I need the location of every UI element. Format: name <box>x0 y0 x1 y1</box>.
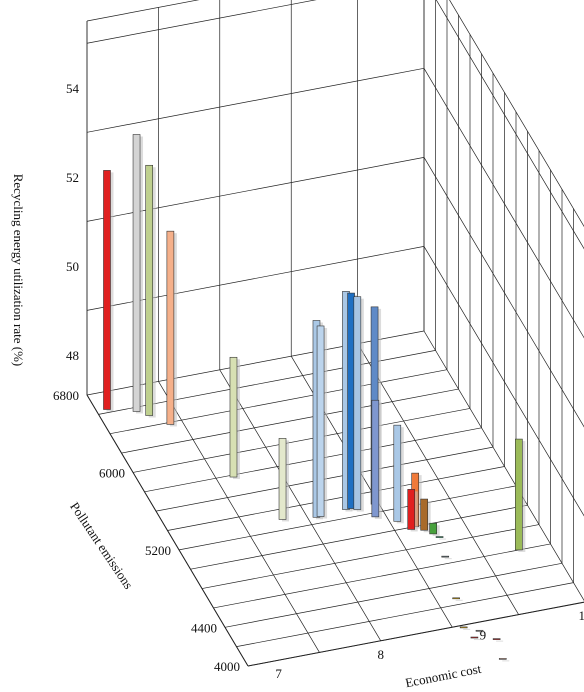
gridline <box>449 0 584 228</box>
bar <box>475 629 484 632</box>
bar <box>515 438 523 551</box>
gridline <box>224 562 563 628</box>
x-tick-label: 10 <box>579 608 584 623</box>
bar <box>145 164 153 416</box>
bar <box>353 296 362 510</box>
y-tick-label: 6000 <box>99 465 125 480</box>
y-tick-label: 4400 <box>191 620 217 635</box>
gridline <box>86 330 425 396</box>
gridline <box>121 388 459 454</box>
z-tick-label: 52 <box>66 170 79 185</box>
bar-shadow <box>439 538 447 540</box>
bar <box>371 399 380 518</box>
bar <box>278 438 287 520</box>
bar <box>429 522 437 535</box>
bar <box>229 356 238 478</box>
gridline <box>213 543 551 609</box>
y-axis-title: Pollutant emissions <box>67 499 136 592</box>
gridline <box>423 157 584 428</box>
gridline <box>423 68 584 339</box>
bar <box>435 536 444 538</box>
gridline <box>236 582 574 647</box>
bar-shadow <box>473 639 481 641</box>
bar <box>316 325 325 517</box>
y-tick-label: 4000 <box>214 659 240 674</box>
gridline <box>86 246 425 311</box>
bar-shadow <box>444 558 452 560</box>
gridline <box>423 330 584 602</box>
bar-series <box>103 134 526 662</box>
bar-shadow <box>502 660 510 662</box>
bar <box>393 424 402 522</box>
grid-walls <box>86 0 584 583</box>
x-tick-label: 9 <box>480 627 487 642</box>
bar <box>459 626 468 629</box>
gridline <box>86 67 425 133</box>
bar-shadow <box>455 599 463 601</box>
z-tick-label: 48 <box>66 348 79 363</box>
z-tick-label: 54 <box>66 81 80 96</box>
gridline <box>201 524 540 589</box>
gridline <box>357 343 519 615</box>
bar <box>407 489 416 530</box>
bar <box>103 170 111 410</box>
bar <box>166 230 175 425</box>
z-axis-title: Recycling energy utilization rate (%) <box>11 174 26 367</box>
bar <box>132 134 141 412</box>
bar <box>441 555 450 558</box>
gridline <box>158 381 320 653</box>
bar-shadow <box>463 628 471 630</box>
gridline <box>86 0 200 22</box>
y-tick-label: 5200 <box>145 543 171 558</box>
gridline <box>167 466 505 531</box>
x-tick-label: 8 <box>378 647 385 662</box>
bar <box>498 658 507 660</box>
bar-shadow <box>496 640 504 642</box>
bar <box>347 292 355 509</box>
bar <box>420 498 428 531</box>
x-axis-title: Economic cost <box>404 661 483 690</box>
gridline <box>423 246 584 517</box>
gridline <box>86 157 425 222</box>
gridline <box>132 408 471 473</box>
grid-floor <box>86 330 584 667</box>
x-tick-label: 7 <box>275 666 282 681</box>
z-tick-label: 50 <box>66 259 79 274</box>
gridline <box>86 394 249 667</box>
tick-labels: 48 50 52 54 4000 4400 5200 6000 6800 7 8 9 10 <box>53 81 584 681</box>
gridline <box>109 369 448 435</box>
y-tick-label: 6800 <box>53 388 79 403</box>
gridline <box>435 0 584 250</box>
bar <box>470 636 479 639</box>
bar-shadow <box>479 632 487 634</box>
bar <box>452 597 460 600</box>
gridline <box>86 0 317 44</box>
gridline <box>190 504 528 570</box>
bar <box>492 638 501 640</box>
gridline <box>247 601 584 667</box>
gridline <box>219 369 382 641</box>
gridline <box>178 485 517 551</box>
